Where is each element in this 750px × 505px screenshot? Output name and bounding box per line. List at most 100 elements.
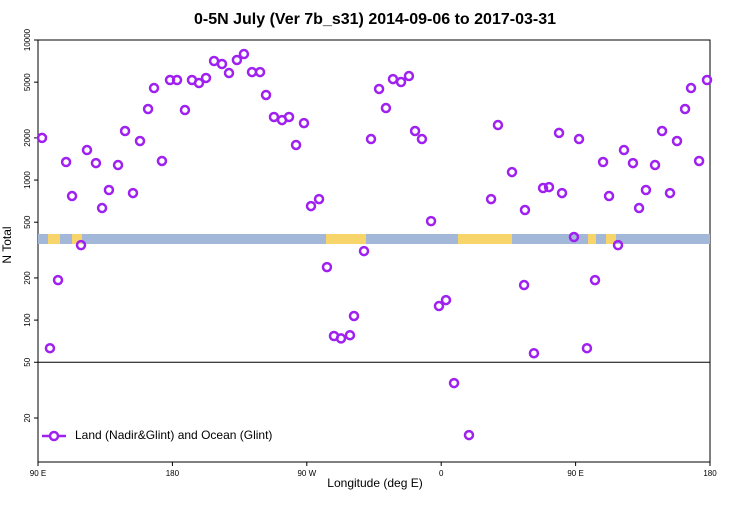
point (506, 166, 518, 178)
ocean-band (38, 234, 710, 244)
legend-marker (48, 430, 60, 442)
point (103, 184, 115, 196)
x-tick-label: 90 E (30, 469, 46, 478)
point (283, 111, 295, 123)
x-tick-label: 90 W (297, 469, 316, 478)
point (290, 139, 302, 151)
point (573, 133, 585, 145)
point (701, 74, 713, 86)
point (518, 279, 530, 291)
y-tick-label: 5000 (23, 73, 32, 91)
point (60, 156, 72, 168)
y-tick-label: 500 (23, 215, 32, 229)
point (358, 245, 370, 257)
point (656, 125, 668, 137)
point (537, 182, 549, 194)
chart-title: 0-5N July (Ver 7b_s31) 2014-09-06 to 201… (194, 11, 556, 28)
plot-frame (37, 39, 711, 463)
point (268, 111, 280, 123)
y-tick-label: 100 (23, 313, 32, 327)
point (305, 200, 317, 212)
point (685, 82, 697, 94)
point (223, 67, 235, 79)
point (348, 310, 360, 322)
x-tick-label: 180 (703, 469, 717, 478)
point (485, 193, 497, 205)
point (556, 187, 568, 199)
point (238, 48, 250, 60)
y-tick-label: 50 (23, 357, 32, 366)
point (618, 144, 630, 156)
x-axis-label: Longitude (deg E) (327, 476, 422, 490)
point (90, 157, 102, 169)
land-band (606, 234, 616, 244)
point (321, 261, 333, 273)
y-tick-label: 200 (23, 271, 32, 285)
point (581, 342, 593, 354)
point (519, 204, 531, 216)
point (119, 125, 131, 137)
point (254, 66, 266, 78)
land-band (588, 234, 596, 244)
point (231, 54, 243, 66)
point (543, 181, 555, 193)
point (589, 274, 601, 286)
point (216, 58, 228, 70)
point (112, 159, 124, 171)
land-band (458, 234, 512, 244)
y-axis-label: N Total (0, 226, 14, 263)
point (403, 70, 415, 82)
y-tick-label: 20 (23, 413, 32, 422)
point (134, 135, 146, 147)
point (627, 157, 639, 169)
point (142, 103, 154, 115)
point (193, 77, 205, 89)
point (373, 83, 385, 95)
point (200, 72, 212, 84)
point (597, 156, 609, 168)
point (679, 103, 691, 115)
point (409, 125, 421, 137)
point (380, 102, 392, 114)
point (44, 342, 56, 354)
point (395, 76, 407, 88)
point (425, 215, 437, 227)
x-tick-label: 90 E (567, 469, 583, 478)
point (633, 202, 645, 214)
point (603, 190, 615, 202)
point (335, 333, 347, 344)
point (179, 104, 191, 116)
point (313, 193, 325, 205)
land-band (326, 234, 366, 244)
point (52, 274, 64, 286)
point (612, 239, 624, 251)
y-tick-label: 2000 (23, 128, 32, 146)
point (440, 294, 452, 306)
point (36, 132, 48, 144)
x-tick-label: 0 (439, 469, 444, 478)
point (148, 82, 160, 94)
point (640, 184, 652, 196)
legend-label: Land (Nadir&Glint) and Ocean (Glint) (75, 428, 272, 442)
point (365, 133, 377, 145)
point (568, 231, 580, 243)
point (260, 89, 272, 101)
point (127, 187, 139, 199)
y-tick-label: 10000 (23, 28, 32, 51)
land-band (72, 234, 82, 244)
x-tick-label: 180 (166, 469, 180, 478)
point (528, 347, 540, 359)
point (81, 144, 93, 156)
point (433, 300, 445, 312)
point (246, 66, 258, 78)
point (344, 329, 356, 341)
point (75, 239, 87, 251)
point (553, 127, 565, 139)
point (416, 133, 428, 145)
point (66, 190, 78, 202)
point (298, 117, 310, 129)
point (492, 119, 504, 131)
point (463, 429, 475, 441)
point (171, 74, 183, 86)
